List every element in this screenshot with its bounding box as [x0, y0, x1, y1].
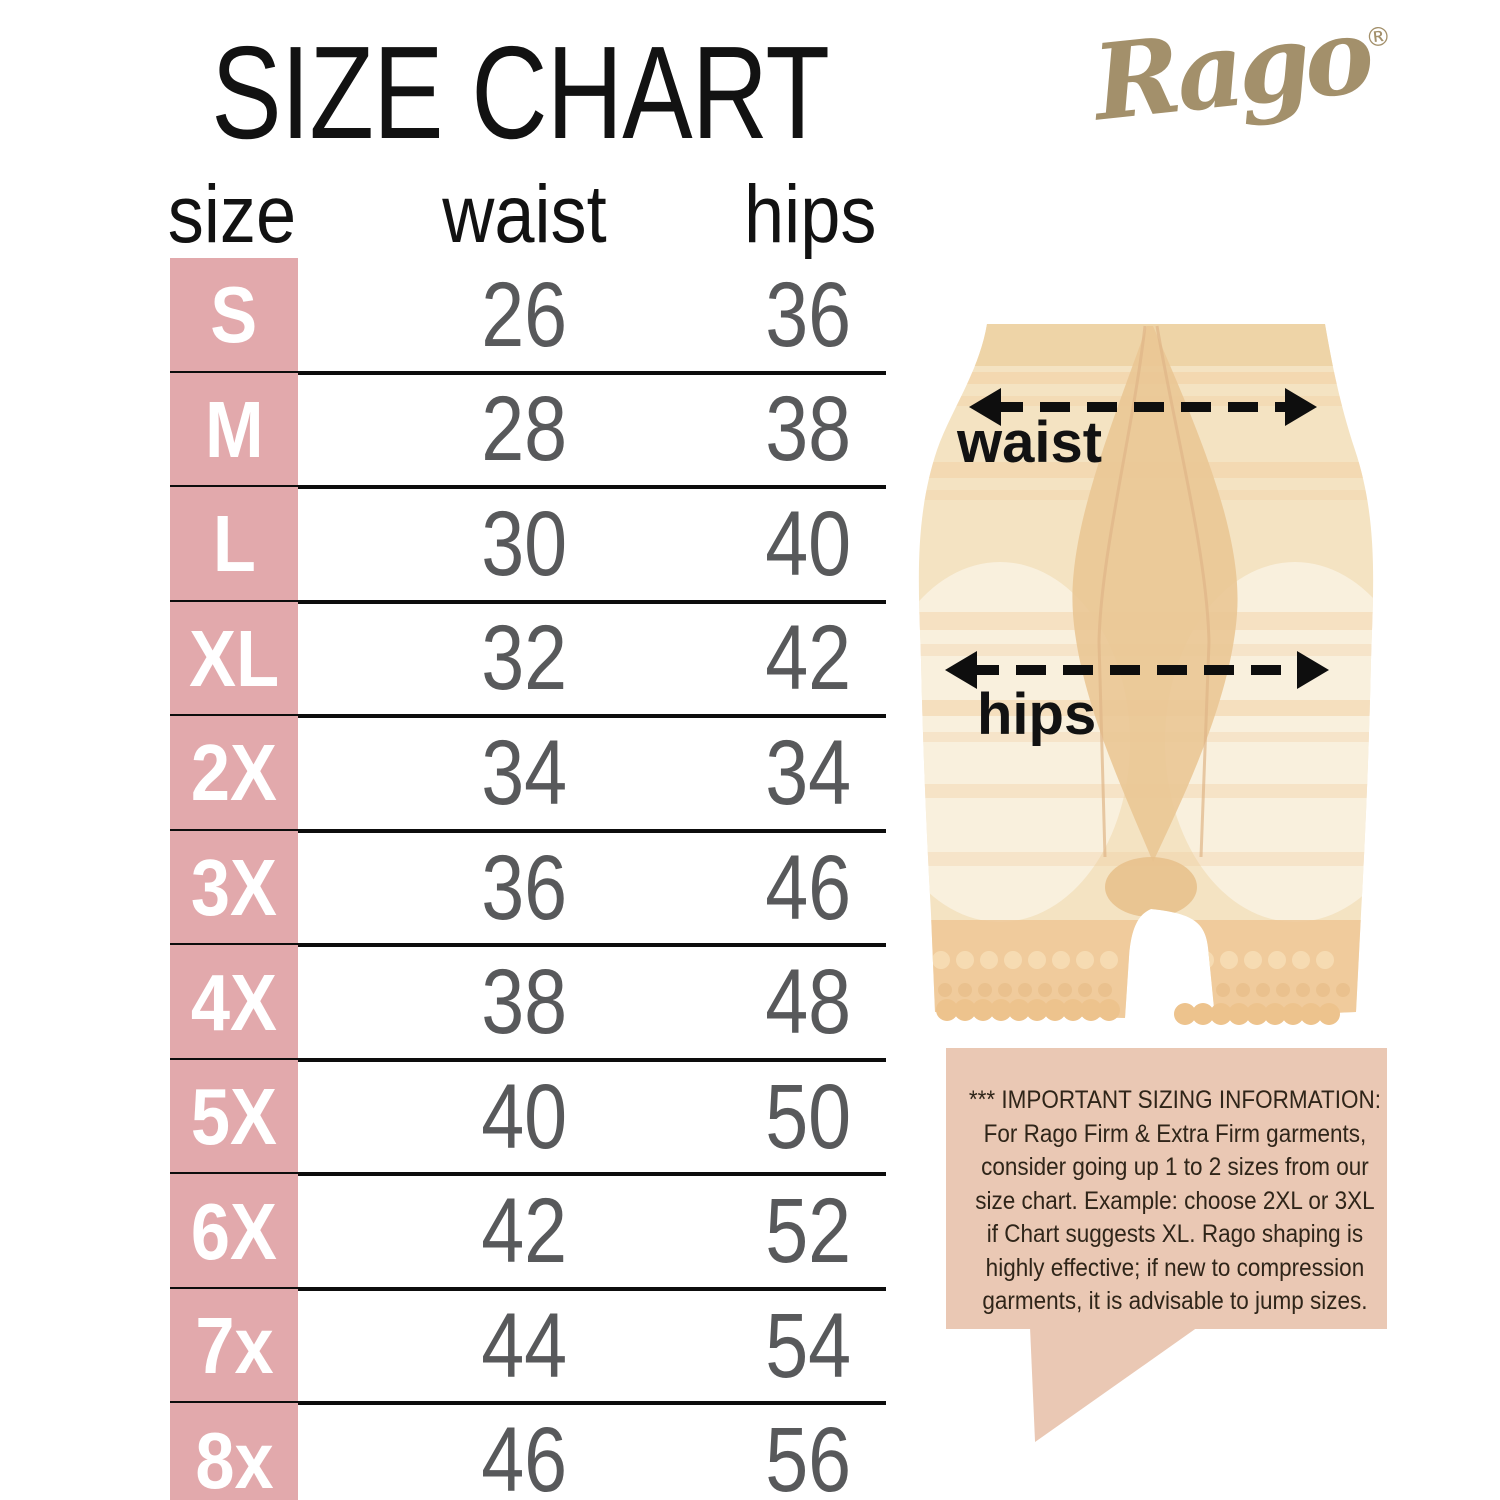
size-label-cell: 5X	[170, 1059, 298, 1175]
hips-value: 56	[765, 1409, 851, 1500]
table-row: 2X 34 34	[0, 716, 1500, 833]
row-divider	[170, 370, 886, 375]
rago-logo: Rago®	[1033, 0, 1456, 177]
size-label-cell: 6X	[170, 1174, 298, 1289]
table-row: S 26 36	[0, 258, 1500, 375]
rago-logo-text: Rago	[1087, 0, 1374, 145]
waist-value: 42	[481, 1180, 567, 1283]
hips-value: 54	[765, 1294, 851, 1397]
table-row: 3X 36 46	[0, 830, 1500, 948]
size-label-cell: 2X	[170, 716, 298, 831]
hips-value: 42	[765, 607, 851, 710]
size-label-cell: M	[170, 372, 298, 488]
sizing-note-bubble: *** IMPORTANT SIZING INFORMATION: For Ra…	[946, 1048, 1387, 1329]
table-row: 6X 42 52	[0, 1174, 1500, 1291]
registered-mark-icon: ®	[1363, 21, 1393, 55]
waist-value: 34	[481, 721, 567, 824]
row-divider	[170, 485, 886, 490]
row-divider	[170, 1401, 886, 1406]
waist-value: 32	[481, 607, 567, 710]
size-label-cell: 3X	[170, 830, 298, 946]
waist-value: 44	[481, 1294, 567, 1397]
hips-value: 52	[765, 1180, 851, 1283]
table-row: 4X 38 48	[0, 945, 1500, 1062]
waist-value: 30	[481, 492, 567, 595]
hips-value: 48	[765, 951, 851, 1054]
waist-value: 40	[481, 1065, 567, 1168]
hips-value: 50	[765, 1065, 851, 1168]
sizing-note-text: *** IMPORTANT SIZING INFORMATION: For Ra…	[968, 1086, 1382, 1315]
table-row: 5X 40 50	[0, 1059, 1500, 1177]
waist-value: 46	[481, 1409, 567, 1500]
row-divider	[170, 943, 886, 948]
size-label-cell: L	[170, 487, 298, 602]
hips-value: 36	[765, 263, 851, 366]
table-row: XL 32 42	[0, 601, 1500, 719]
hips-arrow-icon	[945, 651, 1329, 689]
page-title: SIZE CHART	[211, 19, 830, 166]
hips-arrow-label: hips	[977, 682, 1096, 747]
hips-value: 38	[765, 378, 851, 481]
row-divider	[170, 599, 886, 604]
hips-value: 34	[765, 721, 851, 824]
column-header-hips: hips	[743, 169, 877, 260]
waist-value: 28	[481, 378, 567, 481]
size-label-cell: 7x	[170, 1288, 298, 1404]
waist-value: 26	[481, 263, 567, 366]
hips-value: 40	[765, 492, 851, 595]
row-divider	[170, 1172, 886, 1177]
hips-value: 46	[765, 836, 851, 939]
row-divider	[170, 1286, 886, 1291]
size-table: S 26 36 M 28 38 L 30 40 XL 32 42 2X 34 3…	[0, 258, 1500, 1500]
table-row: 8x 46 56	[0, 1403, 1500, 1500]
table-row: M 28 38	[0, 372, 1500, 490]
row-divider	[170, 1057, 886, 1062]
column-header-waist: waist	[441, 169, 607, 260]
waist-arrow-icon	[969, 388, 1317, 426]
column-header-size: size	[167, 169, 297, 260]
waist-arrow-label: waist	[956, 410, 1102, 475]
row-divider	[170, 714, 886, 719]
table-row: L 30 40	[0, 487, 1500, 604]
row-divider	[170, 828, 886, 833]
size-label-cell: XL	[170, 601, 298, 717]
garment-measurement-diagram: waist hips	[918, 324, 1374, 1025]
size-label-cell: S	[170, 258, 298, 373]
table-row: 7x 44 54	[0, 1288, 1500, 1406]
size-label-cell: 4X	[170, 945, 298, 1060]
waist-value: 38	[481, 951, 567, 1054]
size-label-cell: 8x	[170, 1403, 298, 1500]
waist-value: 36	[481, 836, 567, 939]
